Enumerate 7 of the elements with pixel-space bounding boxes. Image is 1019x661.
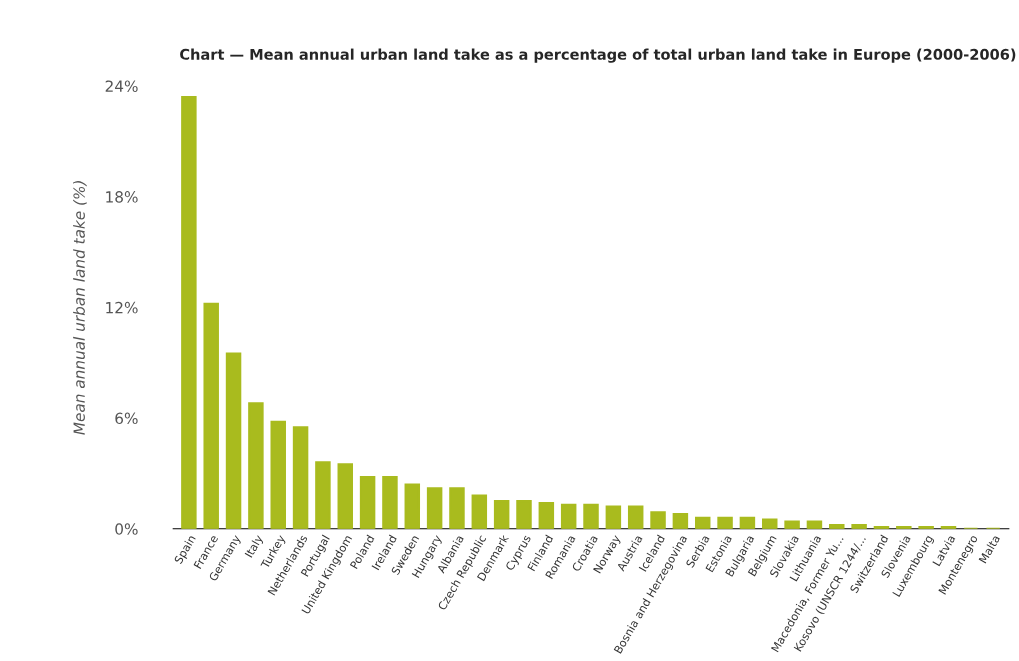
y-tick-label: 24%: [105, 80, 138, 92]
y-axis-title: Mean annual urban land take (%): [73, 181, 87, 435]
y-tick-label: 12%: [106, 301, 138, 314]
y-tick-label: 18%: [106, 191, 138, 203]
y-tick-label: 6%: [115, 412, 138, 425]
chart-title: Chart — Mean annual urban land take as a percentage of total urban land take in Europe (2000-2006): [180, 48, 1016, 63]
y-tick-label: 0%: [115, 523, 138, 535]
